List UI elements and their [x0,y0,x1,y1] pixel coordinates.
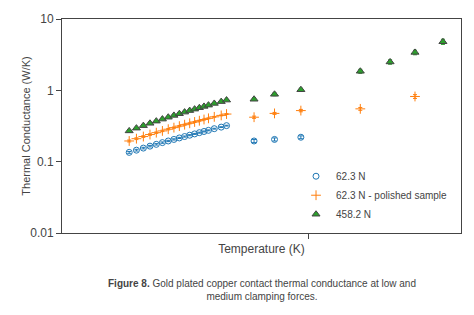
svg-text:0.01: 0.01 [30,226,54,240]
svg-text:Figure 8. Gold plated copper c: Figure 8. Gold plated copper contact the… [108,278,416,302]
svg-text:0.1: 0.1 [37,155,54,169]
svg-text:62.3 N: 62.3 N [336,171,365,182]
svg-text:10: 10 [40,12,54,26]
svg-text:Thermal Conductance (W/K): Thermal Conductance (W/K) [20,56,32,195]
svg-text:Temperature (K): Temperature (K) [218,242,305,256]
svg-text:62.3 N - polished sample: 62.3 N - polished sample [336,190,447,201]
svg-text:458.2 N: 458.2 N [336,209,371,220]
svg-text:1: 1 [47,84,54,98]
